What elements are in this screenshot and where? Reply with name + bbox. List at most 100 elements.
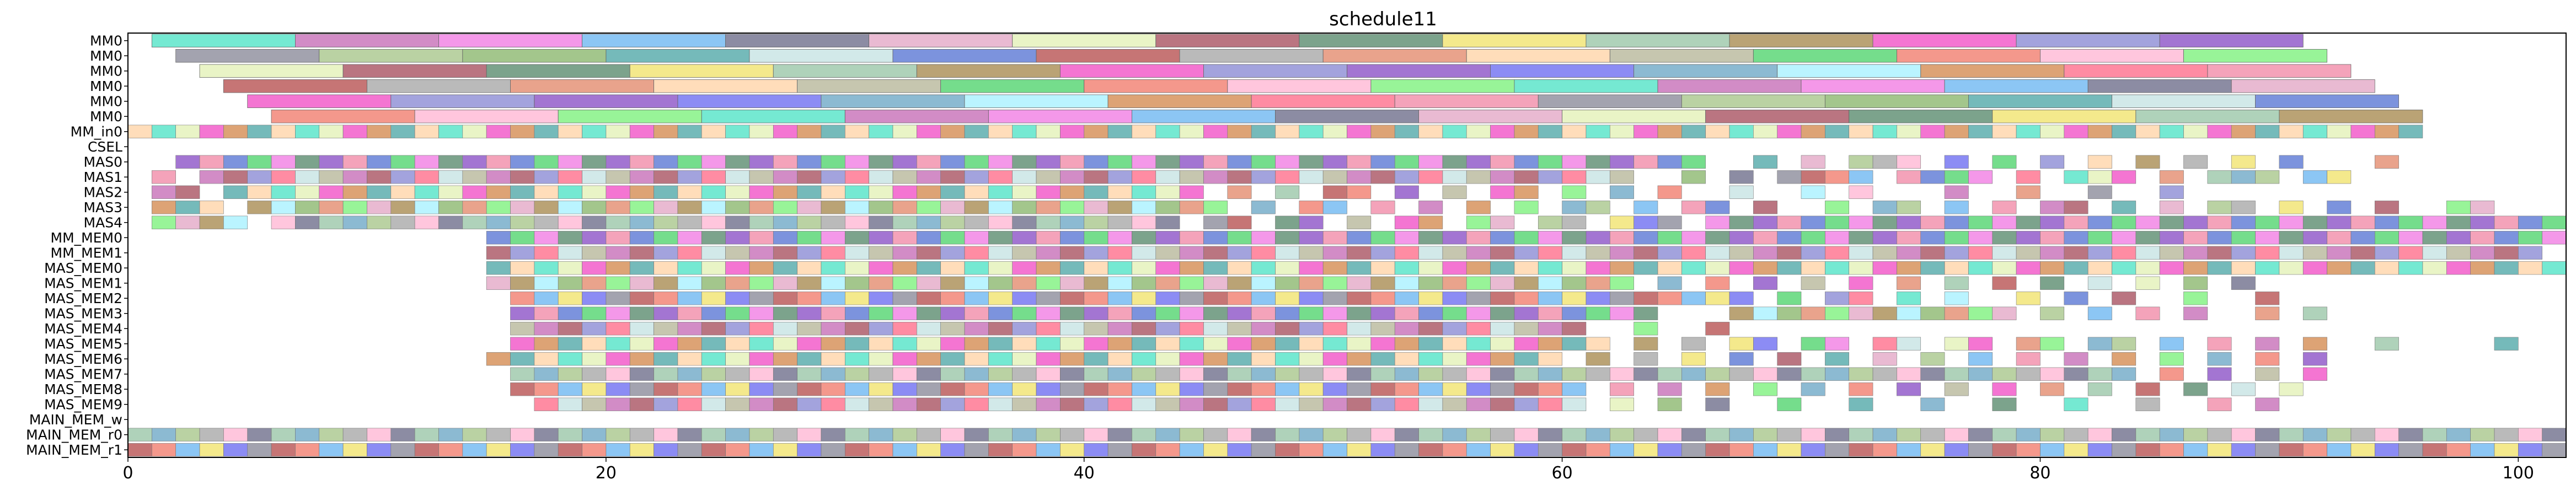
task-bar <box>797 337 822 351</box>
task-bar <box>988 382 1013 396</box>
task-bar <box>1107 367 1132 381</box>
task-bar <box>773 306 797 320</box>
task-bar <box>1132 201 1156 214</box>
task-bar <box>1322 49 1467 63</box>
task-bar <box>1801 125 1825 138</box>
task-bar <box>2302 246 2327 260</box>
task-bar <box>677 231 702 245</box>
task-bar <box>606 428 630 441</box>
task-bar <box>1490 185 1515 199</box>
task-bar <box>2135 443 2160 457</box>
task-bar <box>1347 170 1372 184</box>
task-bar <box>1968 261 1993 275</box>
task-bar <box>1490 306 1515 320</box>
task-bar <box>892 201 917 214</box>
task-bar <box>917 201 941 214</box>
task-bar <box>1203 367 1228 381</box>
task-bar <box>2279 428 2304 441</box>
task-bar <box>654 443 678 457</box>
task-bar <box>534 292 559 305</box>
task-bar <box>1466 125 1491 138</box>
task-bar <box>2207 428 2232 441</box>
task-bar <box>1490 443 1515 457</box>
task-bar <box>629 185 654 199</box>
task-bar <box>1825 443 1850 457</box>
task-bar <box>1155 261 1180 275</box>
task-bar <box>1179 306 1204 320</box>
chart-title: schedule11 <box>1329 8 1437 30</box>
task-bar <box>1251 94 1395 108</box>
task-bar <box>1490 246 1515 260</box>
task-bar <box>510 231 535 245</box>
task-bar <box>438 155 463 169</box>
task-bar <box>606 155 630 169</box>
task-bar <box>1370 367 1395 381</box>
task-bar <box>1203 261 1228 275</box>
task-bar <box>1992 125 2017 138</box>
task-bar <box>486 155 511 169</box>
task-bar <box>606 261 630 275</box>
task-bar <box>1992 215 2017 229</box>
task-bar <box>2135 382 2160 396</box>
task-bar <box>2183 443 2208 457</box>
task-bar <box>1849 428 1873 441</box>
task-bar <box>1155 170 1180 184</box>
task-bar <box>2135 155 2160 169</box>
task-bar <box>869 367 893 381</box>
task-bar <box>701 125 726 138</box>
task-bar <box>199 64 344 78</box>
y-tick-label: CSEL <box>88 139 122 155</box>
task-bar <box>629 64 774 78</box>
task-bar <box>2183 306 2208 320</box>
task-bar <box>1657 79 1802 93</box>
task-bar <box>1179 201 1204 214</box>
task-bar <box>2327 261 2352 275</box>
task-bar <box>749 246 774 260</box>
task-bar <box>1155 215 1180 229</box>
task-bar <box>629 306 654 320</box>
task-bar <box>1347 322 1372 336</box>
task-bar <box>1155 322 1180 336</box>
task-bar <box>701 215 726 229</box>
task-bar <box>1203 246 1228 260</box>
task-bar <box>1490 125 1515 138</box>
task-bar <box>773 64 917 78</box>
task-bar <box>1562 201 1587 214</box>
task-bar <box>223 125 248 138</box>
task-bar <box>1849 155 1873 169</box>
task-bar <box>869 185 893 199</box>
task-bar <box>2087 246 2112 260</box>
task-bar <box>1251 322 1276 336</box>
task-bar <box>2183 49 2327 63</box>
task-bar <box>582 261 607 275</box>
task-bar <box>821 306 845 320</box>
task-bar <box>2494 428 2519 441</box>
task-bar <box>1347 185 1372 199</box>
task-bar <box>1634 337 1658 351</box>
task-bar <box>2446 201 2471 214</box>
task-bar <box>2350 215 2375 229</box>
task-bar <box>1777 125 1802 138</box>
task-bar <box>1322 231 1347 245</box>
task-bar <box>199 443 224 457</box>
task-bar <box>725 155 750 169</box>
task-bar <box>1347 64 1491 78</box>
task-bar <box>510 125 535 138</box>
task-bar <box>223 215 248 229</box>
task-bar <box>1060 231 1085 245</box>
task-bar <box>1634 352 1658 366</box>
task-bar <box>1705 382 1730 396</box>
task-bar <box>1872 306 1897 320</box>
task-bar <box>629 443 654 457</box>
task-bar <box>2016 185 2041 199</box>
task-bar <box>558 428 582 441</box>
task-bar <box>1992 367 2017 381</box>
task-bar <box>414 201 439 214</box>
task-bar <box>1084 367 1108 381</box>
task-bar <box>1944 201 1969 214</box>
task-bar <box>342 155 367 169</box>
task-bar <box>1442 125 1467 138</box>
task-bar <box>1825 170 1850 184</box>
task-bar <box>1992 110 2136 123</box>
task-bar <box>749 185 774 199</box>
